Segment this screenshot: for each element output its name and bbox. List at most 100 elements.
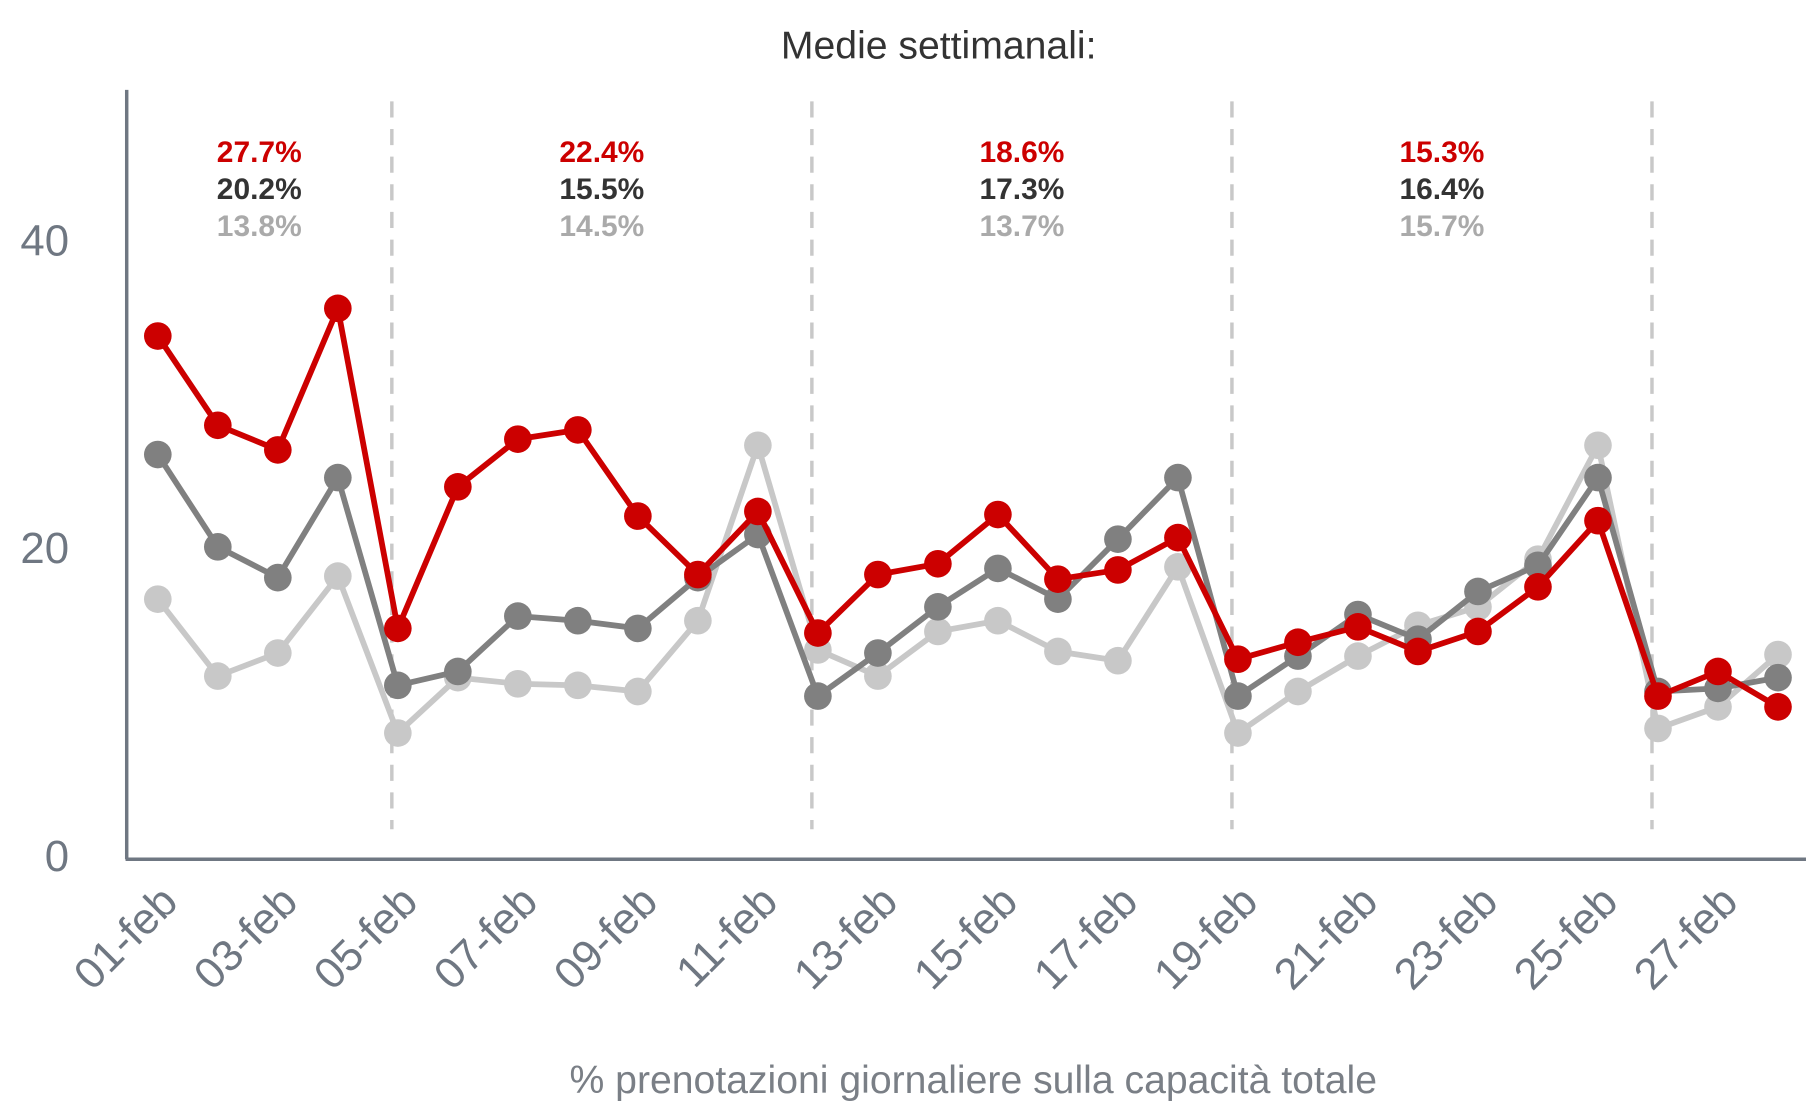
data-point	[984, 606, 1012, 635]
x-tick-label: 11-feb	[667, 877, 787, 997]
series-line	[155, 442, 1780, 736]
data-point	[1584, 506, 1612, 535]
data-point	[1464, 617, 1492, 646]
data-point	[1344, 613, 1372, 641]
x-tick-label: 01-feb	[65, 877, 187, 999]
data-point	[1764, 693, 1792, 721]
data-point	[1704, 657, 1732, 686]
data-point	[864, 639, 892, 667]
week-average: 15.3%	[1400, 136, 1485, 169]
data-point	[984, 554, 1012, 583]
data-point	[684, 606, 712, 635]
data-point	[1044, 565, 1072, 593]
week-average: 22.4%	[559, 136, 644, 169]
chart-title: Medie settimanali:	[781, 25, 1097, 68]
week-average: 27.7%	[217, 136, 302, 169]
x-tick-label: 09-feb	[545, 877, 667, 999]
data-point	[1104, 556, 1132, 584]
data-point	[1224, 719, 1252, 747]
data-point	[924, 549, 952, 578]
data-point	[324, 562, 352, 590]
x-tick-label: 03-feb	[185, 877, 307, 999]
data-point	[143, 440, 172, 469]
data-point	[1104, 525, 1132, 553]
week-average: 13.8%	[217, 210, 302, 243]
x-axis-label: % prenotazioni giornaliere sulla capacit…	[569, 1059, 1377, 1102]
data-point	[1764, 640, 1792, 669]
data-point	[1644, 682, 1672, 710]
x-tick-label: 25-feb	[1505, 877, 1627, 999]
data-point	[1404, 637, 1432, 666]
data-point	[1464, 577, 1492, 606]
data-point	[1584, 431, 1612, 460]
data-point	[324, 463, 352, 492]
data-point	[384, 614, 412, 643]
week-average: 20.2%	[217, 173, 302, 206]
data-point	[804, 682, 832, 710]
data-point	[1224, 682, 1252, 710]
data-point	[1584, 463, 1612, 492]
week-average: 15.5%	[559, 173, 644, 206]
series-line	[155, 452, 1779, 699]
data-point	[1164, 553, 1192, 581]
data-point	[1524, 573, 1552, 601]
data-point	[984, 500, 1012, 529]
data-point	[1644, 714, 1672, 743]
data-point	[1284, 677, 1312, 706]
week-average: 18.6%	[979, 136, 1064, 169]
data-point	[203, 662, 232, 690]
data-point	[504, 602, 532, 630]
data-point	[924, 593, 952, 621]
x-tick-label: 27-feb	[1625, 877, 1747, 999]
data-point	[444, 473, 472, 501]
x-tick-label: 07-feb	[425, 877, 547, 999]
data-point	[263, 639, 292, 667]
data-point	[864, 560, 892, 589]
data-point	[263, 436, 292, 464]
data-point	[924, 617, 952, 646]
data-point	[263, 563, 292, 592]
data-point	[624, 502, 652, 530]
x-tick-label: 23-feb	[1385, 877, 1507, 999]
data-point	[744, 497, 772, 526]
data-point	[203, 533, 232, 561]
data-point	[203, 411, 232, 440]
data-point	[504, 669, 532, 698]
week-average: 13.7%	[979, 210, 1064, 243]
week-average: 14.5%	[559, 210, 644, 243]
data-point	[324, 294, 352, 323]
data-point	[384, 719, 412, 747]
y-tick-label: 20	[20, 524, 69, 573]
data-point	[684, 560, 712, 589]
data-point	[1764, 663, 1792, 692]
data-point	[744, 431, 772, 460]
series-line	[155, 305, 1780, 710]
data-point	[1044, 637, 1072, 666]
data-point	[143, 585, 172, 613]
x-tick-label: 19-feb	[1145, 877, 1267, 999]
y-tick-label: 40	[20, 216, 69, 265]
data-point	[864, 662, 892, 690]
x-tick-label: 15-feb	[905, 877, 1027, 999]
data-point	[1344, 642, 1372, 670]
data-point	[564, 671, 592, 700]
data-point	[444, 657, 472, 686]
week-average: 15.7%	[1400, 210, 1485, 243]
week-average: 16.4%	[1400, 173, 1485, 206]
data-point	[143, 322, 172, 350]
x-tick-label: 21-feb	[1265, 877, 1387, 999]
data-point	[1044, 585, 1072, 613]
data-point	[804, 619, 832, 647]
week-average: 17.3%	[979, 173, 1064, 206]
y-tick-label: 0	[45, 832, 69, 881]
data-point	[624, 677, 652, 706]
data-point	[1164, 463, 1192, 492]
data-point	[564, 416, 592, 444]
data-point	[1104, 646, 1132, 675]
data-point	[504, 425, 532, 453]
data-point	[384, 671, 412, 700]
data-point	[564, 606, 592, 635]
x-tick-label: 17-feb	[1025, 877, 1147, 999]
